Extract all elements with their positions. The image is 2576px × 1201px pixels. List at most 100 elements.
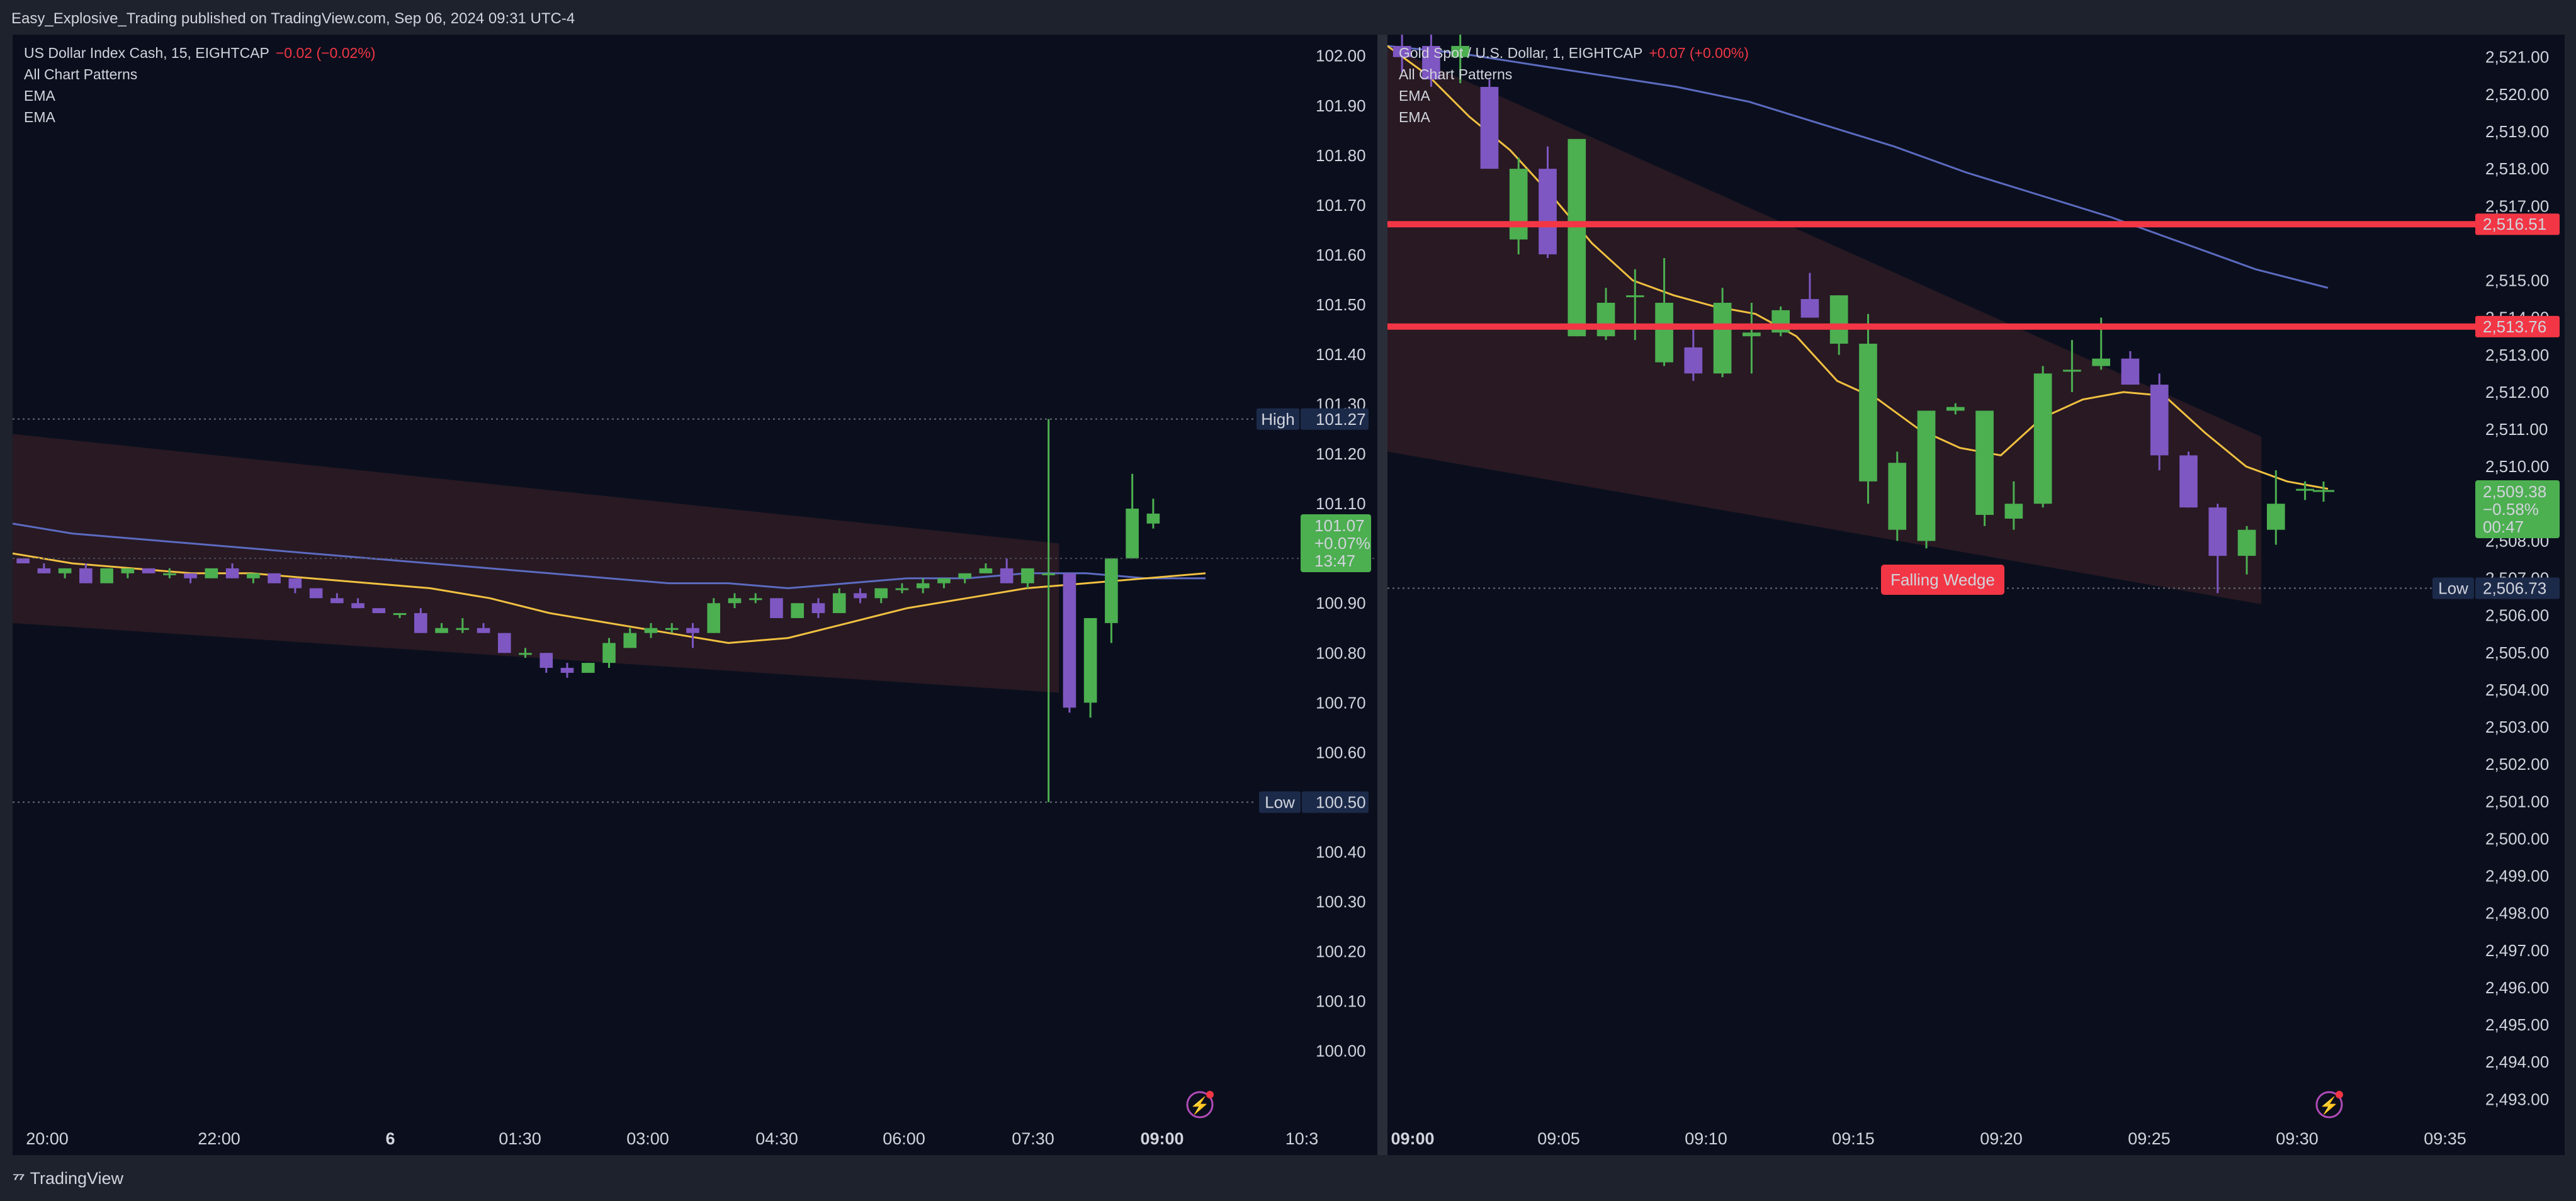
dxy-candle-body	[707, 603, 721, 633]
gold-lightning-icon	[2315, 1091, 2343, 1119]
dxy-candle-body	[895, 588, 909, 590]
dxy-candle-body	[268, 573, 281, 584]
gold-candle-body	[2208, 507, 2227, 556]
dxy-price-box-line-2: 13:47	[1314, 551, 1355, 570]
dxy-ytick-16: 100.30	[1316, 893, 1366, 911]
gold-candle-body	[1888, 463, 1907, 530]
dxy-xtick-9: 10:3	[1285, 1129, 1319, 1148]
gold-ytick-18: 2,501.00	[2485, 792, 2549, 811]
gold-candle-body	[1859, 344, 1877, 482]
dxy-high-tag: High	[1261, 410, 1294, 429]
gold-ytick-23: 2,496.00	[2485, 978, 2549, 997]
dxy-ytick-3: 101.70	[1316, 196, 1366, 215]
gold-ytick-0: 2,521.00	[2485, 48, 2549, 67]
dxy-price-box-line-0: 101.07	[1314, 516, 1365, 535]
gold-chart-canvas[interactable]: 2,521.00 2,520.00 2,519.00 2,518.00 2,517.00…	[1387, 35, 2565, 1155]
dxy-legend: US Dollar Index Cash, 15, EIGHTCAP −0.02 …	[24, 42, 375, 128]
dxy-candle-body	[330, 598, 344, 604]
dxy-candle-body	[435, 628, 448, 633]
gold-lightning-glyph: ⚡	[2319, 1096, 2339, 1115]
dxy-ytick-9: 101.10	[1316, 494, 1366, 513]
gold-candle-body	[2179, 455, 2198, 508]
gold-candle-body	[2266, 504, 2285, 530]
gold-candle-body	[2150, 385, 2169, 456]
pane-divider[interactable]	[1377, 35, 1387, 1155]
gold-candle-body	[1568, 138, 1586, 337]
gold-price-box-line-1: −0.58%	[2483, 500, 2539, 519]
dxy-candle-body	[225, 568, 239, 578]
gold-indicator-ema-2[interactable]: EMA	[1399, 109, 1430, 125]
dxy-candle-body	[1063, 573, 1076, 708]
dxy-candle-body	[749, 598, 762, 600]
dxy-ytick-10: 100.90	[1316, 594, 1366, 612]
gold-ytick-17: 2,502.00	[2485, 755, 2549, 774]
gold-ytick-15: 2,504.00	[2485, 680, 2549, 699]
dxy-price-box-line-1: +0.07%	[1314, 534, 1370, 553]
gold-change: +0.07 (+0.00%)	[1649, 45, 1749, 61]
dxy-ytick-17: 100.20	[1316, 942, 1366, 961]
dxy-pattern-zone	[13, 434, 1059, 693]
gold-legend: Gold Spot / U.S. Dollar, 1, EIGHTCAP +0.0…	[1399, 42, 1749, 128]
gold-xtick-5: 09:25	[2128, 1129, 2171, 1148]
dxy-candle-body	[1000, 568, 1014, 584]
dxy-candle-body	[979, 568, 993, 573]
dxy-lightning-icon	[1186, 1091, 1214, 1119]
gold-ytick-21: 2,498.00	[2485, 904, 2549, 923]
gold-alert-dot	[2336, 1091, 2343, 1098]
dxy-indicator-ema-1[interactable]: EMA	[24, 87, 55, 104]
dxy-candle-body	[351, 603, 364, 609]
dxy-candle-body	[728, 598, 742, 604]
gold-low-value: 2,506.73	[2483, 579, 2546, 598]
gold-candle-body	[2121, 358, 2140, 385]
dxy-indicator-patterns[interactable]: All Chart Patterns	[24, 66, 138, 82]
gold-level-line-1	[1387, 221, 2475, 228]
dxy-price-box	[1301, 514, 1371, 572]
dxy-candle-body	[1126, 509, 1139, 559]
gold-xtick-2: 09:10	[1685, 1129, 1727, 1148]
gold-level-tag-2: 2,513.76	[2483, 317, 2546, 336]
dxy-candle-body	[937, 578, 951, 584]
dxy-candle-body	[958, 573, 971, 578]
footer-brand[interactable]: TradingView	[30, 1168, 124, 1188]
dxy-candle-body	[539, 653, 553, 668]
gold-indicator-ema-1[interactable]: EMA	[1399, 87, 1430, 104]
dxy-candle-body	[79, 568, 93, 584]
dxy-candle-body	[372, 608, 386, 614]
gold-candle-body	[2296, 488, 2314, 491]
gold-ytick-2: 2,519.00	[2485, 122, 2549, 141]
gold-candle-body	[1480, 87, 1499, 169]
gold-candle-body	[1743, 332, 1761, 337]
dxy-candle-body	[1146, 513, 1160, 524]
gold-candle-body	[1625, 295, 1644, 298]
dxy-candle-body	[309, 588, 323, 599]
gold-indicator-patterns[interactable]: All Chart Patterns	[1399, 66, 1513, 82]
dxy-ytick-6: 101.40	[1316, 345, 1366, 364]
dxy-chart-canvas[interactable]: 102.00 101.90 101.80 101.70 101.60 101.50 101.…	[13, 35, 1377, 1155]
chart-pane-dxy[interactable]: 102.00 101.90 101.80 101.70 101.60 101.50 101.…	[13, 35, 1377, 1155]
dxy-symbol[interactable]: US Dollar Index Cash, 15, EIGHTCAP	[24, 45, 269, 61]
dxy-lightning-glyph: ⚡	[1190, 1096, 1210, 1115]
gold-ema-slow-line	[1387, 45, 2329, 289]
dxy-candle-body	[686, 628, 699, 633]
gold-level-tag-bg-2	[2475, 315, 2560, 337]
chart-pane-gold[interactable]: 2,521.00 2,520.00 2,519.00 2,518.00 2,517.00…	[1387, 35, 2565, 1155]
dxy-candle-body	[1083, 617, 1097, 703]
gold-level-tag-1: 2,516.51	[2483, 215, 2546, 234]
gold-symbol[interactable]: Gold Spot / U.S. Dollar, 1, EIGHTCAP	[1399, 45, 1643, 61]
gold-candle-body	[1393, 46, 1411, 57]
gold-candle-body	[1509, 169, 1528, 240]
dxy-candle-body	[100, 568, 113, 584]
gold-xtick-6: 09:30	[2276, 1129, 2319, 1148]
gold-falling-wedge-label-bg	[1881, 565, 2004, 595]
tradingview-logo-icon[interactable]: ⁷⁷	[13, 1168, 25, 1188]
dxy-candle-body	[393, 613, 407, 616]
dxy-xtick-2: 6	[385, 1129, 395, 1148]
dxy-candle-body	[811, 603, 825, 614]
gold-ytick-19: 2,500.00	[2485, 829, 2549, 848]
dxy-ytick-13: 100.60	[1316, 743, 1366, 762]
dxy-indicator-ema-2[interactable]: EMA	[24, 109, 55, 125]
gold-candle-body	[1917, 410, 1936, 541]
gold-ytick-7: 2,513.00	[2485, 346, 2549, 364]
gold-candle-body	[1829, 295, 1848, 344]
gold-candle-body	[2237, 529, 2256, 556]
